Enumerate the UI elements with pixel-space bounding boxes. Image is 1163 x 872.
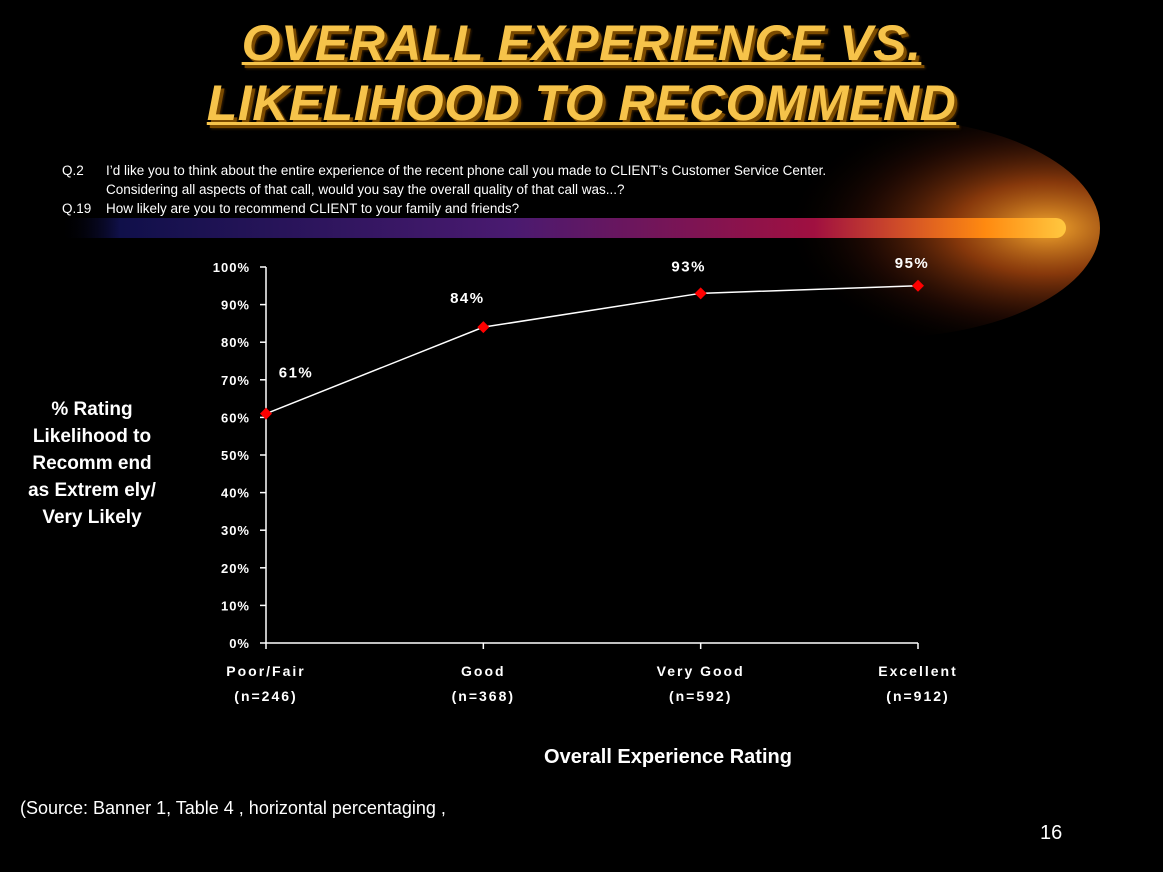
y-tick-label: 80% <box>221 335 250 350</box>
y-axis-title-line: Recomm end <box>32 453 152 474</box>
x-tick-label: Very Good <box>657 663 745 679</box>
swoosh-bar <box>60 218 1066 238</box>
y-axis-title-line: as Extrem ely/ <box>28 480 156 501</box>
data-point-marker <box>694 287 707 300</box>
data-point-marker <box>477 321 490 334</box>
slide-title-line-1: OVERALL EXPERIENCE VS. <box>241 15 922 71</box>
y-tick-label: 30% <box>221 523 250 538</box>
y-axis-title-line: Very Likely <box>42 507 142 528</box>
y-axis-title-line: Likelihood to <box>32 426 152 447</box>
question-text: I’d like you to think about the entire e… <box>106 163 827 178</box>
x-tick-label: Excellent <box>878 663 957 679</box>
y-axis-title-line: % Rating <box>51 399 133 420</box>
slide-title-line-2: LIKELIHOOD TO RECOMMEND <box>206 75 957 131</box>
y-axis-title: % Rating Likelihood to Recomm end as Ext… <box>12 396 172 531</box>
question-number: Q.19 <box>62 201 92 216</box>
question-text: Considering all aspects of that call, wo… <box>106 182 625 197</box>
question-q2-line2: Considering all aspects of that call, wo… <box>62 182 625 197</box>
data-label: 61% <box>279 365 314 382</box>
x-axis-title: Overall Experience Rating <box>544 746 792 768</box>
y-tick-label: 0% <box>229 636 250 651</box>
x-tick-sample-size: (n=368) <box>452 688 515 704</box>
question-q19: Q.19 How likely are you to recommend CLIE… <box>62 201 519 216</box>
y-tick-label: 10% <box>221 598 250 613</box>
series-line <box>265 285 919 415</box>
source-note: (Source: Banner 1, Table 4 , horizontal … <box>20 798 446 818</box>
question-text: How likely are you to recommend CLIENT t… <box>106 201 520 216</box>
question-q2-line1: Q.2 I’d like you to think about the entir… <box>62 163 826 178</box>
page-number: 16 <box>1040 822 1063 844</box>
y-tick-label: 90% <box>221 298 250 313</box>
data-point-marker <box>912 279 924 292</box>
x-tick-sample-size: (n=246) <box>234 688 297 704</box>
y-tick-label: 70% <box>221 373 250 388</box>
x-tick-sample-size: (n=912) <box>886 688 949 704</box>
data-point-marker <box>260 407 272 420</box>
data-label: 95% <box>895 255 930 272</box>
y-tick-label: 40% <box>221 486 250 501</box>
y-tick-label: 20% <box>221 561 250 576</box>
y-tick-label: 100% <box>213 260 250 275</box>
y-tick-label: 60% <box>221 410 250 425</box>
x-tick-label: Poor/Fair <box>226 663 305 679</box>
y-tick-label: 50% <box>221 448 250 463</box>
data-label: 84% <box>450 290 485 307</box>
data-label: 93% <box>671 258 706 275</box>
x-tick-label: Good <box>461 663 506 679</box>
question-number: Q.2 <box>62 163 84 178</box>
x-tick-sample-size: (n=592) <box>669 688 732 704</box>
